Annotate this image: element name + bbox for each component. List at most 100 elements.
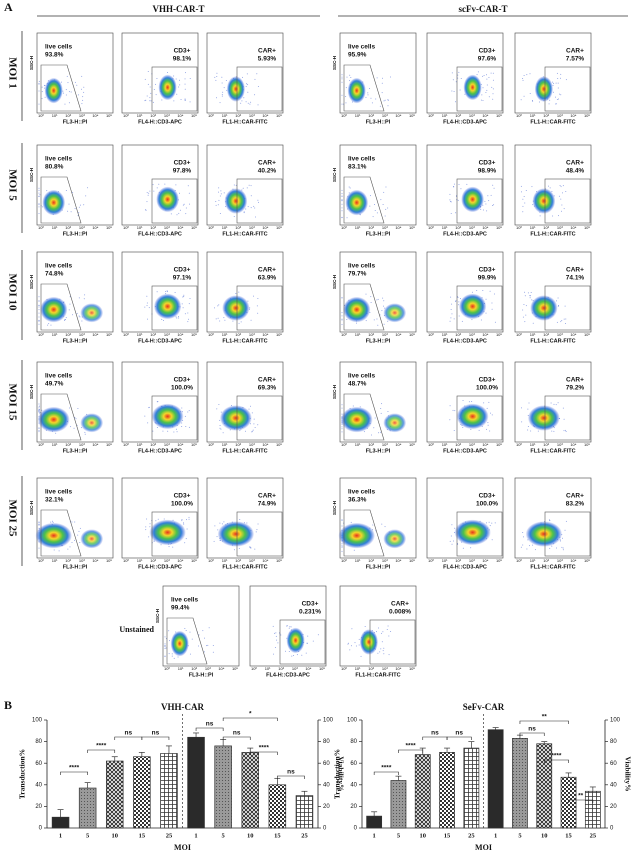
event-dot — [565, 322, 567, 324]
event-dot — [553, 82, 555, 84]
x-tick-label: 10² — [543, 225, 549, 230]
event-dot — [218, 304, 220, 306]
gate-value: 63.9% — [258, 275, 277, 282]
event-dot — [370, 296, 372, 298]
density-cloud — [217, 521, 255, 547]
event-dot — [549, 187, 551, 189]
event-dot — [384, 99, 386, 101]
event-dot — [369, 205, 371, 207]
density-cloud — [80, 413, 104, 433]
event-dot — [275, 632, 277, 634]
event-dot — [380, 412, 382, 414]
x-tick-label: 10⁰ — [123, 442, 129, 447]
event-dot — [520, 99, 522, 101]
gate — [456, 178, 503, 224]
gate-value: 48.4% — [566, 168, 585, 175]
y-axis-label: SSC-H — [29, 501, 34, 515]
event-dot — [488, 76, 490, 78]
x-tick-label: 10³ — [469, 225, 475, 230]
event-dot — [354, 642, 356, 644]
gate-value: 74.8% — [45, 271, 64, 278]
event-dot — [555, 96, 557, 98]
event-dot — [61, 81, 63, 83]
event-dot — [146, 518, 148, 520]
x-tick-label: 10² — [278, 666, 284, 671]
density-cloud — [527, 405, 560, 431]
event-dot — [488, 401, 490, 403]
event-dot — [38, 411, 40, 413]
x-tick-label: 10⁵ — [106, 558, 112, 563]
event-dot — [68, 102, 70, 104]
event-dot — [184, 627, 186, 629]
x-tick-label: 10² — [65, 113, 71, 118]
x-tick-label: 10³ — [249, 332, 255, 337]
event-dot — [146, 305, 148, 307]
x-tick-label: 5 — [518, 832, 522, 839]
event-dot — [178, 316, 180, 318]
event-dot — [38, 192, 40, 194]
y-axis-label: SSC-H — [29, 168, 34, 182]
significance-bracket — [446, 736, 472, 740]
plot-frame — [514, 251, 592, 333]
event-dot — [220, 428, 222, 430]
event-dot — [149, 97, 151, 99]
event-dot — [182, 296, 184, 298]
x-tick-label: 10³ — [382, 113, 388, 118]
gate-value: 80.8% — [45, 164, 64, 171]
event-dot — [455, 81, 457, 83]
event-dot — [521, 421, 523, 423]
event-dot — [377, 298, 379, 300]
event-dot — [492, 72, 494, 74]
event-dot — [351, 628, 353, 630]
event-dot — [485, 92, 487, 94]
event-dot — [551, 430, 553, 432]
event-dot — [453, 429, 455, 431]
x-axis-label: FL4-H::CD3-APC — [138, 338, 182, 344]
event-dot — [353, 549, 355, 551]
event-dot — [529, 73, 531, 75]
event-dot — [387, 105, 389, 107]
event-dot — [527, 408, 529, 410]
event-dot — [390, 631, 392, 633]
event-dot — [233, 549, 235, 551]
event-dot — [553, 403, 555, 405]
event-dot — [491, 414, 493, 416]
event-dot — [38, 187, 40, 189]
event-dot — [253, 418, 255, 420]
x-tick-label: 10¹ — [137, 113, 143, 118]
event-dot — [177, 656, 179, 658]
event-dot — [371, 434, 373, 436]
event-dot — [83, 91, 85, 93]
x-tick-label: 10¹ — [355, 666, 361, 671]
event-dot — [38, 319, 40, 321]
event-dot — [150, 92, 152, 94]
event-dot — [74, 207, 76, 209]
event-dot — [250, 207, 252, 209]
x-tick-label: 10⁴ — [570, 113, 576, 118]
plot-frame — [514, 361, 592, 443]
significance-label: ns — [125, 730, 133, 737]
y-axis-label: SSC-H — [29, 275, 34, 289]
event-dot — [532, 322, 534, 324]
gate — [343, 64, 385, 112]
significance-label: ns — [233, 730, 241, 737]
x-tick-label: 10³ — [205, 666, 211, 671]
event-dot — [494, 321, 496, 323]
x-tick-label: 10² — [150, 225, 156, 230]
plot-frame — [206, 361, 284, 443]
event-dot — [175, 428, 177, 430]
event-dot — [219, 212, 221, 214]
x-tick-label: 10³ — [79, 442, 85, 447]
event-dot — [244, 430, 246, 432]
event-dot — [377, 324, 379, 326]
event-dot — [458, 183, 460, 185]
gate-label: CAR+ — [566, 493, 584, 500]
event-dot — [84, 294, 86, 296]
event-dot — [341, 323, 343, 325]
event-dot — [146, 201, 148, 203]
event-dot — [557, 77, 559, 79]
gate-value: 5.93% — [258, 56, 277, 63]
event-dot — [450, 201, 452, 203]
event-dot — [346, 76, 348, 78]
event-dot — [257, 523, 259, 525]
